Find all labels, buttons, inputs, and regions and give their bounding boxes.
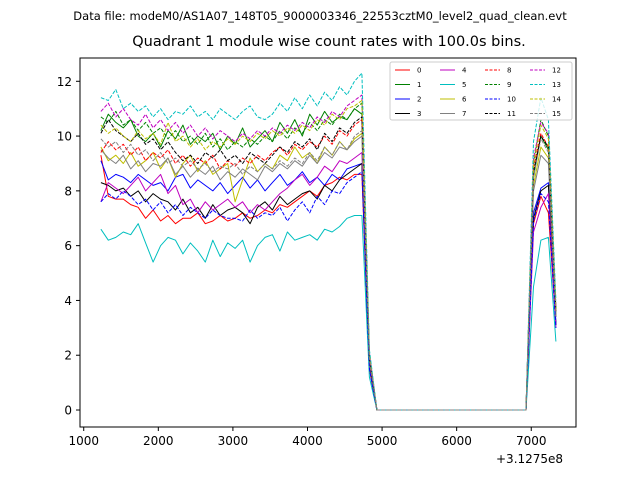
series-line-13	[100, 72, 557, 411]
legend-label-12: 12	[552, 67, 561, 75]
x-axis-offset-label: +3.1275e8	[496, 452, 564, 466]
y-tick-label: 8	[64, 184, 72, 198]
legend-label-15: 15	[552, 110, 561, 118]
legend-label-1: 1	[417, 81, 421, 89]
series-line-1	[100, 108, 557, 411]
y-tick-label: 4	[64, 294, 72, 308]
series-line-6	[100, 132, 557, 411]
legend-label-5: 5	[462, 81, 466, 89]
x-tick-label: 7000	[516, 434, 547, 448]
y-tick-label: 6	[64, 239, 72, 253]
series-line-0	[100, 155, 557, 411]
legend-label-11: 11	[507, 110, 516, 118]
y-tick-label: 2	[64, 349, 72, 363]
legend-label-3: 3	[417, 110, 421, 118]
series-line-10	[100, 171, 557, 411]
figure-suptitle: Data file: modeM0/AS1A07_148T05_90000033…	[73, 9, 567, 23]
legend-label-4: 4	[462, 67, 467, 75]
series-line-15	[100, 130, 557, 411]
series-line-12	[100, 94, 557, 411]
legend-label-8: 8	[507, 67, 511, 75]
legend-label-2: 2	[417, 96, 421, 104]
legend-label-13: 13	[552, 81, 561, 89]
series-line-3	[100, 163, 557, 411]
series-line-4	[100, 152, 557, 411]
legend-label-10: 10	[507, 96, 516, 104]
legend-label-6: 6	[462, 96, 467, 104]
series-line-14	[100, 100, 557, 411]
plot-area	[100, 72, 557, 411]
legend-label-14: 14	[552, 96, 561, 104]
x-tick-label: 1000	[68, 434, 99, 448]
series-line-7	[100, 135, 557, 411]
y-tick-label: 10	[57, 130, 72, 144]
legend-box	[389, 61, 573, 121]
series-line-2	[100, 160, 557, 411]
legend-label-9: 9	[507, 81, 511, 89]
series-line-8	[100, 119, 557, 411]
legend-label-0: 0	[417, 67, 421, 75]
x-tick-label: 2000	[143, 434, 174, 448]
legend-label-7: 7	[462, 110, 466, 118]
y-tick-label: 0	[64, 404, 72, 418]
x-tick-label: 3000	[218, 434, 249, 448]
series-line-5	[100, 215, 557, 411]
x-tick-label: 5000	[367, 434, 398, 448]
series-line-9	[100, 102, 557, 411]
axes-frame	[79, 57, 577, 428]
x-tick-label: 4000	[292, 434, 323, 448]
x-tick-label: 6000	[441, 434, 472, 448]
chart-title: Quadrant 1 module wise count rates with …	[132, 34, 526, 50]
y-tick-label: 12	[57, 75, 72, 89]
